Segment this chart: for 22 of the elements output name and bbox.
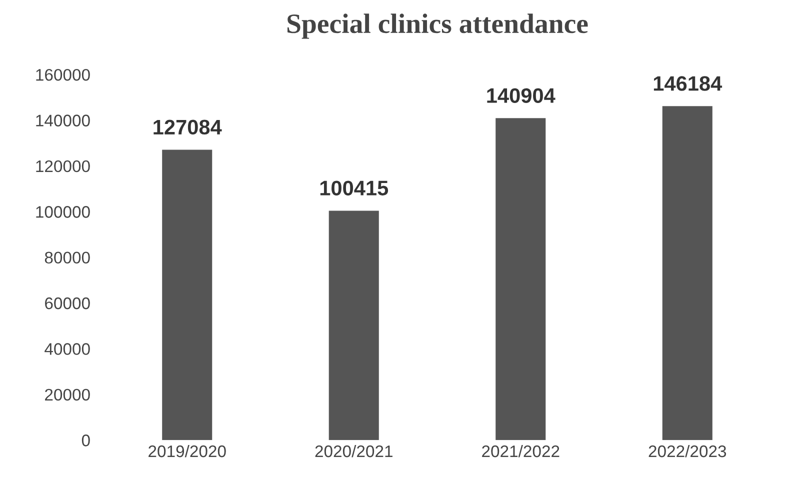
data-label: 140904 xyxy=(487,88,556,103)
data-label: 127084 xyxy=(154,120,222,135)
bar xyxy=(662,106,712,440)
y-tick-label: 60000 xyxy=(45,297,90,310)
x-tick-label: 2019/2020 xyxy=(148,444,226,458)
x-tick-label: 2021/2022 xyxy=(482,444,560,458)
bar xyxy=(162,150,212,440)
chart-title: Special clinics attendance xyxy=(288,14,588,39)
x-tick-label: 2020/2021 xyxy=(315,444,392,458)
data-label: 146184 xyxy=(654,76,722,91)
bar xyxy=(328,210,379,440)
data-label: 100415 xyxy=(320,180,388,196)
y-tick-label: 20000 xyxy=(45,388,90,401)
y-tick-label: 0 xyxy=(82,434,90,446)
y-tick-label: 140000 xyxy=(36,114,90,126)
y-tick-label: 80000 xyxy=(44,252,90,264)
y-tick-label: 40000 xyxy=(44,343,90,355)
x-tick-label: 2022/2023 xyxy=(648,444,726,458)
bar xyxy=(496,118,546,440)
y-tick-label: 100000 xyxy=(36,206,90,218)
y-tick-label: 160000 xyxy=(36,68,90,81)
y-tick-label: 120000 xyxy=(36,160,90,172)
